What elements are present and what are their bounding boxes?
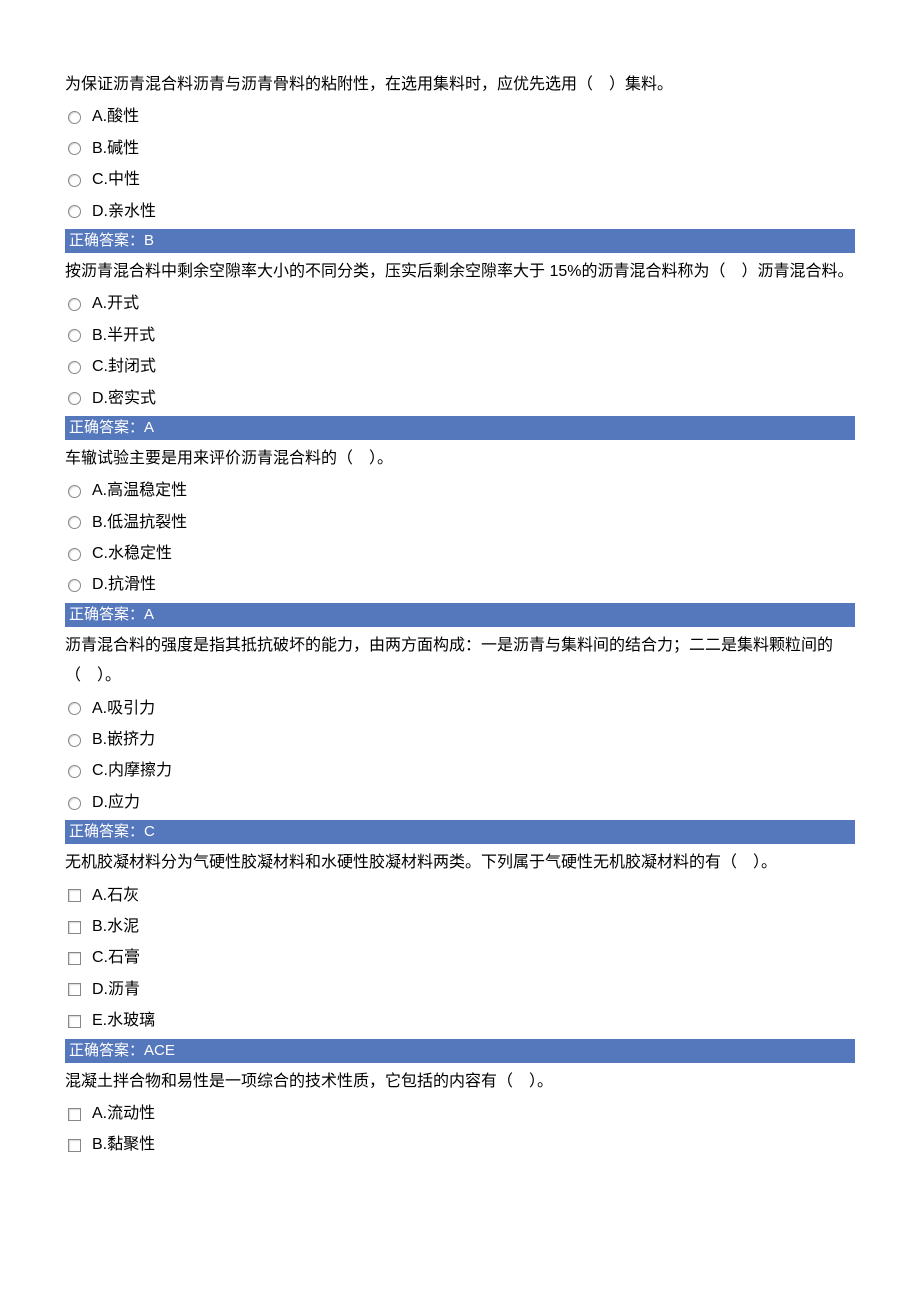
radio-icon[interactable] [68, 205, 81, 218]
option-label: C.内摩擦力 [92, 756, 172, 786]
radio-icon[interactable] [68, 765, 81, 778]
radio-icon[interactable] [68, 111, 81, 124]
answer-prefix: 正确答案： [69, 1042, 144, 1059]
option-label: B.半开式 [92, 321, 155, 351]
answer-prefix: 正确答案： [69, 823, 144, 840]
option-row[interactable]: B.碱性 [65, 134, 855, 164]
checkbox-icon[interactable] [68, 889, 81, 902]
option-row[interactable]: C.中性 [65, 165, 855, 195]
option-row[interactable]: A.酸性 [65, 102, 855, 132]
radio-icon[interactable] [68, 548, 81, 561]
checkbox-icon[interactable] [68, 983, 81, 996]
option-label: C.水稳定性 [92, 539, 172, 569]
option-row[interactable]: C.水稳定性 [65, 539, 855, 569]
radio-icon[interactable] [68, 298, 81, 311]
checkbox-icon[interactable] [68, 1108, 81, 1121]
option-row[interactable]: B.半开式 [65, 321, 855, 351]
option-label: B.水泥 [92, 912, 139, 942]
answer-value: C [144, 823, 155, 840]
option-row[interactable]: A.开式 [65, 289, 855, 319]
radio-icon[interactable] [68, 174, 81, 187]
radio-icon[interactable] [68, 361, 81, 374]
option-label: D.沥青 [92, 975, 140, 1005]
answer-value: ACE [144, 1042, 175, 1059]
checkbox-icon[interactable] [68, 921, 81, 934]
option-label: A.吸引力 [92, 694, 155, 724]
option-label: C.封闭式 [92, 352, 156, 382]
option-row[interactable]: A.石灰 [65, 881, 855, 911]
option-label: D.应力 [92, 788, 140, 818]
radio-icon[interactable] [68, 142, 81, 155]
question-block: 按沥青混合料中剩余空隙率大小的不同分类，压实后剩余空隙率大于 15%的沥青混合料… [65, 257, 855, 440]
answer-bar: 正确答案：ACE [65, 1039, 855, 1063]
answer-bar: 正确答案：B [65, 229, 855, 253]
answer-prefix: 正确答案： [69, 419, 144, 436]
radio-icon[interactable] [68, 485, 81, 498]
answer-prefix: 正确答案： [69, 606, 144, 623]
answer-bar: 正确答案：A [65, 416, 855, 440]
radio-icon[interactable] [68, 797, 81, 810]
radio-icon[interactable] [68, 734, 81, 747]
option-row[interactable]: D.亲水性 [65, 197, 855, 227]
option-label: B.嵌挤力 [92, 725, 155, 755]
question-block: 车辙试验主要是用来评价沥青混合料的（ ）。A.高温稳定性B.低温抗裂性C.水稳定… [65, 444, 855, 627]
option-row[interactable]: B.低温抗裂性 [65, 508, 855, 538]
checkbox-icon[interactable] [68, 1015, 81, 1028]
option-row[interactable]: D.应力 [65, 788, 855, 818]
option-label: C.中性 [92, 165, 140, 195]
answer-value: A [144, 419, 154, 436]
radio-icon[interactable] [68, 516, 81, 529]
option-label: D.密实式 [92, 384, 156, 414]
radio-icon[interactable] [68, 702, 81, 715]
option-label: D.抗滑性 [92, 570, 156, 600]
option-row[interactable]: B.黏聚性 [65, 1130, 855, 1160]
question-block: 混凝土拌合物和易性是一项综合的技术性质，它包括的内容有（ ）。A.流动性B.黏聚… [65, 1067, 855, 1161]
option-row[interactable]: B.嵌挤力 [65, 725, 855, 755]
radio-icon[interactable] [68, 392, 81, 405]
option-row[interactable]: C.石膏 [65, 943, 855, 973]
option-label: A.开式 [92, 289, 139, 319]
question-text: 混凝土拌合物和易性是一项综合的技术性质，它包括的内容有（ ）。 [65, 1067, 855, 1097]
question-text: 按沥青混合料中剩余空隙率大小的不同分类，压实后剩余空隙率大于 15%的沥青混合料… [65, 257, 855, 287]
question-text: 为保证沥青混合料沥青与沥青骨料的粘附性，在选用集料时，应优先选用（ ）集料。 [65, 70, 855, 100]
answer-bar: 正确答案：C [65, 820, 855, 844]
option-label: A.石灰 [92, 881, 139, 911]
checkbox-icon[interactable] [68, 1139, 81, 1152]
option-row[interactable]: E.水玻璃 [65, 1006, 855, 1036]
quiz-content: 为保证沥青混合料沥青与沥青骨料的粘附性，在选用集料时，应优先选用（ ）集料。A.… [65, 70, 855, 1161]
answer-value: A [144, 606, 154, 623]
question-block: 为保证沥青混合料沥青与沥青骨料的粘附性，在选用集料时，应优先选用（ ）集料。A.… [65, 70, 855, 253]
option-label: B.低温抗裂性 [92, 508, 187, 538]
answer-bar: 正确答案：A [65, 603, 855, 627]
option-label: E.水玻璃 [92, 1006, 155, 1036]
option-row[interactable]: A.吸引力 [65, 694, 855, 724]
radio-icon[interactable] [68, 329, 81, 342]
answer-prefix: 正确答案： [69, 232, 144, 249]
option-row[interactable]: D.抗滑性 [65, 570, 855, 600]
option-label: A.高温稳定性 [92, 476, 187, 506]
option-label: C.石膏 [92, 943, 140, 973]
question-block: 沥青混合料的强度是指其抵抗破坏的能力，由两方面构成：一是沥青与集料间的结合力；二… [65, 631, 855, 844]
question-text: 车辙试验主要是用来评价沥青混合料的（ ）。 [65, 444, 855, 474]
option-row[interactable]: C.内摩擦力 [65, 756, 855, 786]
option-row[interactable]: D.密实式 [65, 384, 855, 414]
option-row[interactable]: A.流动性 [65, 1099, 855, 1129]
option-label: B.黏聚性 [92, 1130, 155, 1160]
option-row[interactable]: B.水泥 [65, 912, 855, 942]
option-label: A.酸性 [92, 102, 139, 132]
option-row[interactable]: D.沥青 [65, 975, 855, 1005]
option-row[interactable]: C.封闭式 [65, 352, 855, 382]
option-label: D.亲水性 [92, 197, 156, 227]
question-block: 无机胶凝材料分为气硬性胶凝材料和水硬性胶凝材料两类。下列属于气硬性无机胶凝材料的… [65, 848, 855, 1062]
option-label: A.流动性 [92, 1099, 155, 1129]
checkbox-icon[interactable] [68, 952, 81, 965]
question-text: 沥青混合料的强度是指其抵抗破坏的能力，由两方面构成：一是沥青与集料间的结合力；二… [65, 631, 855, 692]
question-text: 无机胶凝材料分为气硬性胶凝材料和水硬性胶凝材料两类。下列属于气硬性无机胶凝材料的… [65, 848, 855, 878]
option-row[interactable]: A.高温稳定性 [65, 476, 855, 506]
radio-icon[interactable] [68, 579, 81, 592]
answer-value: B [144, 232, 154, 249]
option-label: B.碱性 [92, 134, 139, 164]
